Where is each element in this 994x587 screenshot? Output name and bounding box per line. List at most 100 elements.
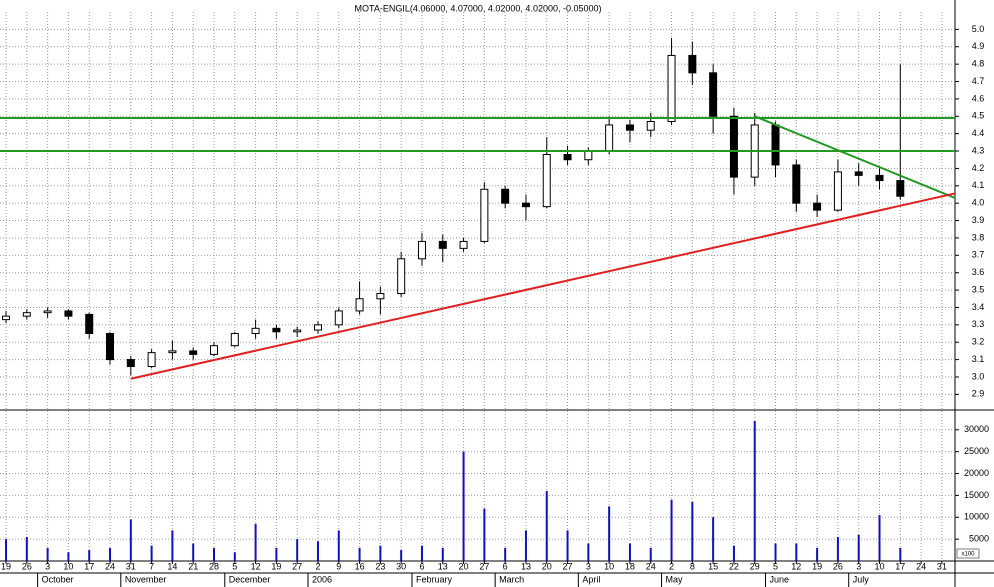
volume-bar — [129, 519, 132, 561]
month-label: June — [770, 574, 790, 584]
month-label: February — [416, 574, 453, 584]
volume-bar — [712, 517, 715, 561]
volume-bar — [732, 545, 735, 561]
candle-body — [85, 313, 94, 335]
x-tick-label: 5 — [773, 561, 778, 571]
x-tick-label: 21 — [188, 561, 198, 571]
volume-bar — [46, 547, 49, 561]
x-tick-label: 13 — [438, 561, 448, 571]
x-tick-label: 16 — [355, 561, 365, 571]
volume-bar — [524, 530, 527, 561]
candle-body — [355, 298, 364, 312]
x-tick-label: 20 — [459, 561, 469, 571]
volume-bar — [88, 550, 91, 561]
volume-bar — [441, 547, 444, 561]
candle-body — [147, 352, 156, 368]
candle-body — [896, 180, 905, 197]
volume-bar — [67, 552, 70, 561]
x-tick-label: 8 — [690, 561, 695, 571]
x-tick-label: 17 — [895, 561, 905, 571]
volume-bar — [899, 547, 902, 561]
candle-body — [584, 150, 593, 161]
volume-bar — [233, 552, 236, 561]
x-tick-label: 3 — [45, 561, 50, 571]
volume-bar — [483, 508, 486, 561]
candle-body — [563, 154, 572, 161]
volume-bar — [150, 545, 153, 561]
volume-bar — [691, 501, 694, 561]
y-tick-label: 10000 — [964, 512, 989, 522]
y-tick-label: 3.8 — [972, 232, 985, 242]
month-label: December — [229, 574, 271, 584]
candle-body — [43, 310, 52, 314]
x-tick-label: 27 — [479, 561, 489, 571]
month-label: May — [666, 574, 684, 584]
volume-bar — [649, 547, 652, 561]
y-tick-label: 4.6 — [972, 93, 985, 103]
candle-body — [438, 240, 447, 249]
candle-body — [210, 345, 219, 355]
volume-bar — [816, 547, 819, 561]
volume-bar — [337, 530, 340, 561]
trend-line — [130, 192, 956, 380]
candle-body — [230, 333, 239, 347]
x-tick-label: 10 — [604, 561, 614, 571]
candle-body — [272, 327, 281, 333]
x-tick-label: 2 — [315, 561, 320, 571]
unit-box — [956, 548, 980, 559]
candle-body — [813, 202, 822, 211]
volume-bar — [213, 547, 216, 561]
y-tick-label: 4.8 — [972, 59, 985, 69]
candle-body — [334, 310, 343, 326]
volume-bar — [587, 543, 590, 561]
volume-bar — [420, 545, 423, 561]
volume-bar — [296, 539, 299, 561]
y-tick-label: 3.3 — [972, 319, 985, 329]
x-tick-label: 12 — [251, 561, 261, 571]
x-tick-label: 19 — [812, 561, 822, 571]
volume-bar — [316, 541, 319, 561]
y-tick-label: 4.1 — [972, 180, 985, 190]
candle-body — [293, 329, 302, 333]
y-tick-label: 25000 — [964, 446, 989, 456]
candle-body — [771, 124, 780, 166]
x-tick-label: 6 — [419, 561, 424, 571]
y-tick-label: 3.9 — [972, 215, 985, 225]
volume-bar — [545, 491, 548, 561]
candle-body — [667, 54, 676, 122]
x-tick-label: 14 — [167, 561, 177, 571]
unit-label: x100 — [961, 552, 975, 558]
candle-body — [313, 324, 322, 331]
y-tick-label: 4.2 — [972, 163, 985, 173]
y-tick-label: 4.7 — [972, 76, 985, 86]
volume-bar — [462, 451, 465, 561]
volume-bar — [628, 543, 631, 561]
volume-bar — [25, 536, 28, 561]
candle-body — [417, 240, 426, 260]
month-label: 2006 — [312, 574, 332, 584]
volume-bar — [795, 543, 798, 561]
x-tick-label: 27 — [292, 561, 302, 571]
x-tick-label: 12 — [791, 561, 801, 571]
x-tick-label: 20 — [542, 561, 552, 571]
x-tick-label: 31 — [937, 561, 947, 571]
y-tick-label: 3.1 — [972, 354, 985, 364]
candle-body — [688, 54, 697, 74]
y-tick-label: 30000 — [964, 424, 989, 434]
x-tick-label: 3 — [586, 561, 591, 571]
month-label: July — [853, 574, 870, 584]
x-tick-label: 23 — [375, 561, 385, 571]
volume-bar — [878, 515, 881, 561]
candle-body — [833, 171, 842, 211]
y-tick-label: 4.4 — [972, 128, 985, 138]
x-tick-label: 17 — [84, 561, 94, 571]
volume-bar — [566, 530, 569, 561]
volume-bar — [358, 547, 361, 561]
x-tick-label: 5 — [232, 561, 237, 571]
x-tick-label: 10 — [874, 561, 884, 571]
candle-body — [106, 333, 115, 361]
candle-body — [397, 258, 406, 295]
volume-bar — [5, 539, 8, 561]
